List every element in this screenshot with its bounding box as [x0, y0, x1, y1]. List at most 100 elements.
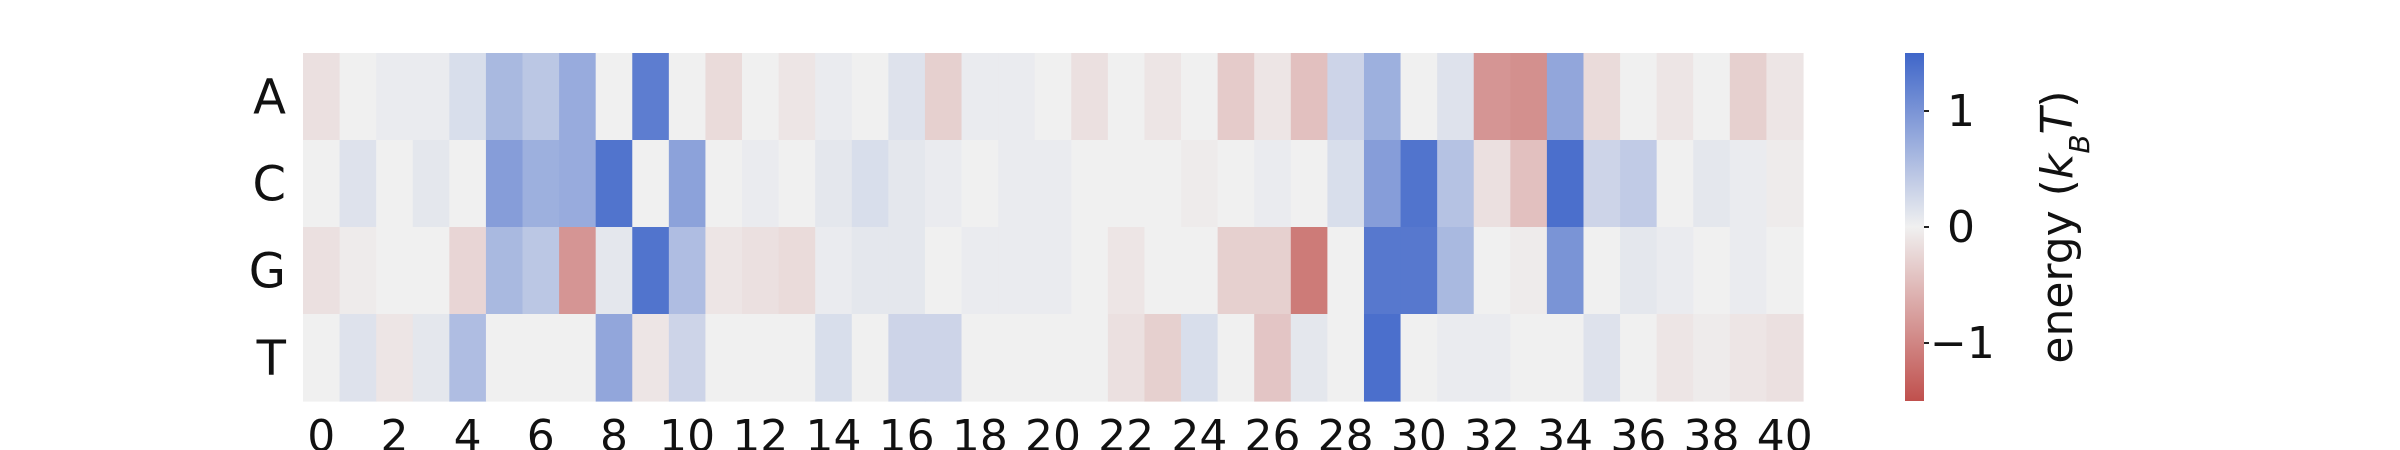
heatmap-cell-A-9 [632, 53, 670, 141]
heatmap-cell-G-10 [668, 227, 707, 315]
heatmap-cell-T-1 [339, 314, 377, 402]
heatmap-cell-A-15 [851, 53, 889, 141]
heatmap-cell-T-19 [998, 314, 1036, 402]
heatmap-cell-C-12 [742, 140, 780, 228]
heatmap-cell-G-26 [1254, 227, 1292, 315]
heatmap-cell-T-15 [851, 314, 889, 402]
heatmap-cell-T-21 [1071, 314, 1109, 402]
heatmap-cell-G-27 [1290, 227, 1328, 315]
heatmap-cell-A-16 [888, 53, 926, 141]
heatmap-cell-G-29 [1363, 227, 1402, 315]
heatmap-cell-T-39 [1729, 314, 1768, 402]
x-tick-label-34: 34 [1537, 411, 1593, 450]
heatmap-cell-G-31 [1437, 227, 1475, 315]
heatmap-cell-A-14 [815, 53, 853, 141]
heatmap-cell-C-18 [961, 140, 999, 228]
x-tick-label-10: 10 [659, 411, 715, 450]
heatmap-cell-C-0 [303, 140, 341, 228]
heatmap-cell-A-3 [412, 53, 450, 141]
colorbar-label-main: energy ( [2032, 179, 2083, 363]
heatmap-cell-G-13 [778, 227, 816, 315]
heatmap-cell-G-36 [1620, 227, 1658, 315]
heatmap-cell-G-11 [705, 227, 743, 315]
heatmap-cell-A-28 [1327, 53, 1365, 141]
heatmap-cell-T-12 [742, 314, 780, 402]
heatmap-cell-C-38 [1693, 140, 1731, 228]
heatmap-cell-C-8 [595, 140, 633, 228]
heatmap-cell-C-35 [1583, 140, 1621, 228]
heatmap-cell-T-32 [1473, 314, 1511, 402]
heatmap-cell-T-30 [1400, 314, 1438, 402]
heatmap-cell-G-3 [412, 227, 450, 315]
x-tick-label-30: 30 [1391, 411, 1447, 450]
heatmap-cell-C-30 [1400, 140, 1438, 228]
heatmap-cell-T-6 [522, 314, 560, 402]
heatmap-cell-C-39 [1729, 140, 1768, 228]
x-tick-label-18: 18 [952, 411, 1008, 450]
heatmap-cell-T-25 [1217, 314, 1255, 402]
heatmap-cell-A-0 [303, 53, 341, 141]
heatmap-cell-T-8 [595, 314, 633, 402]
heatmap-cell-T-13 [778, 314, 816, 402]
x-tick-label-38: 38 [1684, 411, 1740, 450]
heatmap-cell-C-28 [1327, 140, 1365, 228]
heatmap-cell-G-32 [1473, 227, 1511, 315]
heatmap-cell-A-6 [522, 53, 560, 141]
x-tick-label-6: 6 [527, 411, 555, 450]
colorbar-tick-label: −1 [1930, 318, 1995, 369]
heatmap-cell-G-12 [742, 227, 780, 315]
heatmap-cell-T-38 [1693, 314, 1731, 402]
heatmap-cell-C-7 [559, 140, 597, 228]
heatmap-cell-G-8 [595, 227, 633, 315]
heatmap-cell-C-24 [1181, 140, 1219, 228]
heatmap-cell-A-22 [1107, 53, 1146, 141]
row-label-A: A [253, 70, 286, 126]
heatmap-cell-T-34 [1546, 314, 1585, 402]
heatmap-cell-A-5 [485, 53, 524, 141]
heatmap-cell-T-0 [303, 314, 341, 402]
heatmap-cell-G-25 [1217, 227, 1255, 315]
heatmap-cell-A-11 [705, 53, 743, 141]
heatmap-cell-T-37 [1656, 314, 1694, 402]
heatmap-cell-A-37 [1656, 53, 1694, 141]
heatmap-cell-T-10 [668, 314, 707, 402]
heatmap-cell-T-31 [1437, 314, 1475, 402]
heatmap-cell-T-4 [449, 314, 487, 402]
heatmap-cell-C-5 [485, 140, 524, 228]
heatmap-cell-C-34 [1546, 140, 1585, 228]
colorbar-ticks: 1 0 −1 [1924, 86, 1995, 369]
heatmap-cell-T-3 [412, 314, 450, 402]
heatmap-cell-G-15 [851, 227, 889, 315]
heatmap-cell-C-21 [1071, 140, 1109, 228]
heatmap-cell-C-9 [632, 140, 670, 228]
heatmap-cell-G-37 [1656, 227, 1694, 315]
x-tick-label-28: 28 [1318, 411, 1374, 450]
heatmap-cell-A-12 [742, 53, 780, 141]
heatmap-cell-A-23 [1144, 53, 1182, 141]
heatmap-cell-G-28 [1327, 227, 1365, 315]
heatmap-cell-A-24 [1181, 53, 1219, 141]
heatmap-cell-T-28 [1327, 314, 1365, 402]
heatmap-cell-T-26 [1254, 314, 1292, 402]
heatmap-cell-T-14 [815, 314, 853, 402]
colorbar-tick-label: 1 [1947, 86, 1975, 137]
heatmap-cell-C-20 [1034, 140, 1072, 228]
heatmap-cell-A-10 [668, 53, 707, 141]
heatmap-cell-T-33 [1510, 314, 1548, 402]
heatmap-cell-A-39 [1729, 53, 1768, 141]
heatmap-cell-G-20 [1034, 227, 1072, 315]
heatmap-cell-C-32 [1473, 140, 1511, 228]
heatmap-cell-G-38 [1693, 227, 1731, 315]
heatmap-cell-A-25 [1217, 53, 1255, 141]
heatmap-cell-T-9 [632, 314, 670, 402]
heatmap-cell-G-4 [449, 227, 487, 315]
heatmap-cell-C-2 [376, 140, 414, 228]
x-tick-label-14: 14 [805, 411, 861, 450]
heatmap-cell-A-1 [339, 53, 377, 141]
heatmap-cell-T-36 [1620, 314, 1658, 402]
row-label-T: T [256, 331, 287, 387]
x-tick-label-2: 2 [380, 411, 408, 450]
heatmap-cell-A-36 [1620, 53, 1658, 141]
heatmap-cell-T-20 [1034, 314, 1072, 402]
heatmap-cell-G-0 [303, 227, 341, 315]
